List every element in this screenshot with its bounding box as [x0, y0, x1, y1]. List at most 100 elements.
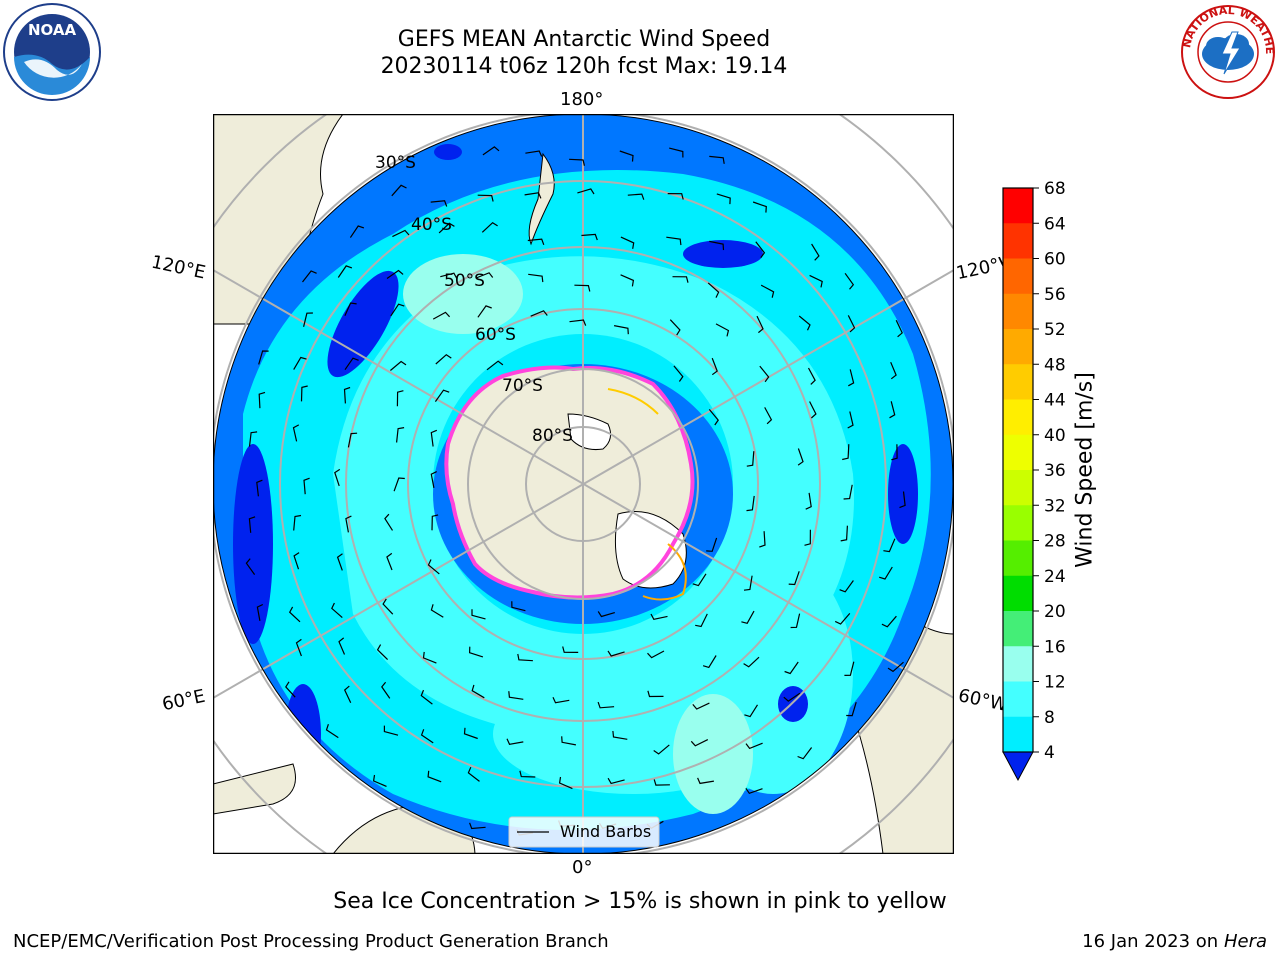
colorbar-segment — [1003, 681, 1033, 718]
wind-barb — [899, 491, 906, 509]
wind-barb — [569, 319, 587, 326]
map-legend: Wind Barbs — [508, 816, 660, 848]
wind-barb — [256, 603, 264, 622]
wind-barb — [391, 184, 407, 197]
wind-barb — [883, 538, 896, 553]
wind-barb — [338, 637, 346, 655]
nws-logo: NATIONAL WEATHER SERVICE — [1174, 0, 1278, 102]
wind-barb — [258, 350, 269, 365]
wind-barb — [692, 702, 710, 710]
wind-barb — [552, 696, 570, 704]
wind-barb — [288, 606, 301, 623]
wind-barb — [839, 580, 854, 593]
footer-date-text: 16 Jan 2023 on — [1082, 931, 1224, 952]
wind-barb — [245, 558, 256, 575]
wind-barb — [349, 225, 365, 238]
wind-barb — [895, 320, 903, 338]
colorbar-segment — [1003, 575, 1033, 612]
wind-barbs — [245, 146, 906, 836]
wind-barb — [468, 646, 484, 658]
wind-barb — [517, 653, 533, 662]
wind-barb — [702, 655, 717, 669]
wind-barb — [666, 236, 682, 246]
wind-barb — [372, 774, 387, 787]
colorbar-tick-label: 48 — [1044, 355, 1066, 375]
wind-barb — [528, 273, 544, 283]
wind-barb — [613, 325, 629, 335]
wind-barb — [393, 477, 405, 492]
wind-barb — [384, 513, 394, 531]
wind-barb — [420, 729, 434, 744]
wind-barb — [376, 644, 389, 661]
lat-label-70s: 70°S — [502, 376, 543, 396]
lon-label-120e: 120°E — [149, 251, 208, 284]
colorbar-tick-label: 12 — [1044, 673, 1066, 693]
wind-barb — [525, 150, 543, 157]
wind-barb — [469, 822, 486, 830]
wind-barb — [345, 515, 352, 533]
colorbar-tick-label: 52 — [1044, 320, 1066, 340]
wind-barb — [673, 365, 684, 382]
wind-barb — [697, 777, 714, 785]
wind-barb — [303, 477, 310, 495]
colorbar-tick-label: 56 — [1044, 285, 1066, 305]
wind-barb — [482, 146, 500, 156]
wind-barb — [295, 638, 302, 657]
wind-barb — [432, 311, 451, 320]
colorbar-label: Wind Speed [m/s] — [1072, 372, 1098, 568]
wind-barb — [562, 646, 579, 653]
lat-label-80s: 80°S — [532, 426, 573, 446]
colorbar-segment — [1003, 505, 1033, 541]
wind-barb — [811, 243, 820, 261]
wind-barb — [745, 787, 763, 795]
wind-barb — [293, 552, 300, 570]
wind-barb — [889, 401, 896, 419]
wind-barb — [743, 656, 760, 668]
wind-barb — [303, 312, 313, 327]
wind-barb — [692, 573, 707, 587]
wind-barb — [561, 736, 577, 746]
wind-barb — [612, 730, 628, 740]
colorbar-segment — [1003, 611, 1033, 647]
sea-ice-edge — [444, 365, 695, 600]
wind-barb — [804, 529, 811, 546]
wind-barb — [300, 385, 308, 402]
wind-barb — [653, 779, 670, 786]
wind-barb — [788, 571, 800, 586]
wind-barb — [667, 193, 684, 200]
wind-barb — [842, 444, 850, 461]
wind-barb — [430, 604, 444, 618]
wind-barb — [834, 613, 851, 625]
wind-barb — [619, 150, 634, 162]
chart-title: GEFS MEAN Antarctic Wind Speed — [397, 27, 771, 52]
wind-barb — [477, 305, 492, 318]
polar-map: 30°S 40°S 50°S 60°S 70°S 80°S Wind Barbs — [213, 114, 954, 854]
wind-barb — [672, 276, 689, 283]
colorbar-segment — [1003, 470, 1033, 506]
wind-barb — [511, 601, 526, 612]
wind-barb — [669, 319, 681, 336]
wind-barb — [620, 274, 635, 287]
wind-barb — [524, 192, 542, 199]
wind-barb — [809, 401, 817, 419]
wind-barb — [707, 282, 720, 298]
wind-barb — [427, 559, 440, 575]
wind-barb — [577, 188, 595, 195]
lat-label-30s: 30°S — [375, 153, 416, 173]
wind-barb — [343, 685, 352, 703]
weddell-ice — [614, 511, 687, 589]
wind-barb — [481, 221, 498, 233]
colorbar-segment — [1003, 540, 1033, 577]
wind-barb — [285, 681, 296, 698]
footer-date: 16 Jan 2023 on Hera — [1082, 931, 1267, 952]
wind-barb — [392, 229, 410, 238]
colorbar-tick-label: 8 — [1044, 708, 1055, 728]
wind-barb — [486, 360, 504, 371]
africa-land — [213, 763, 296, 815]
footer-machine: Hera — [1223, 931, 1267, 952]
wind-barb — [430, 200, 448, 207]
wind-barb — [716, 193, 731, 205]
wind-barb — [809, 274, 823, 288]
colorbar-tick-label: 44 — [1044, 391, 1066, 411]
wind-barb — [383, 725, 399, 736]
